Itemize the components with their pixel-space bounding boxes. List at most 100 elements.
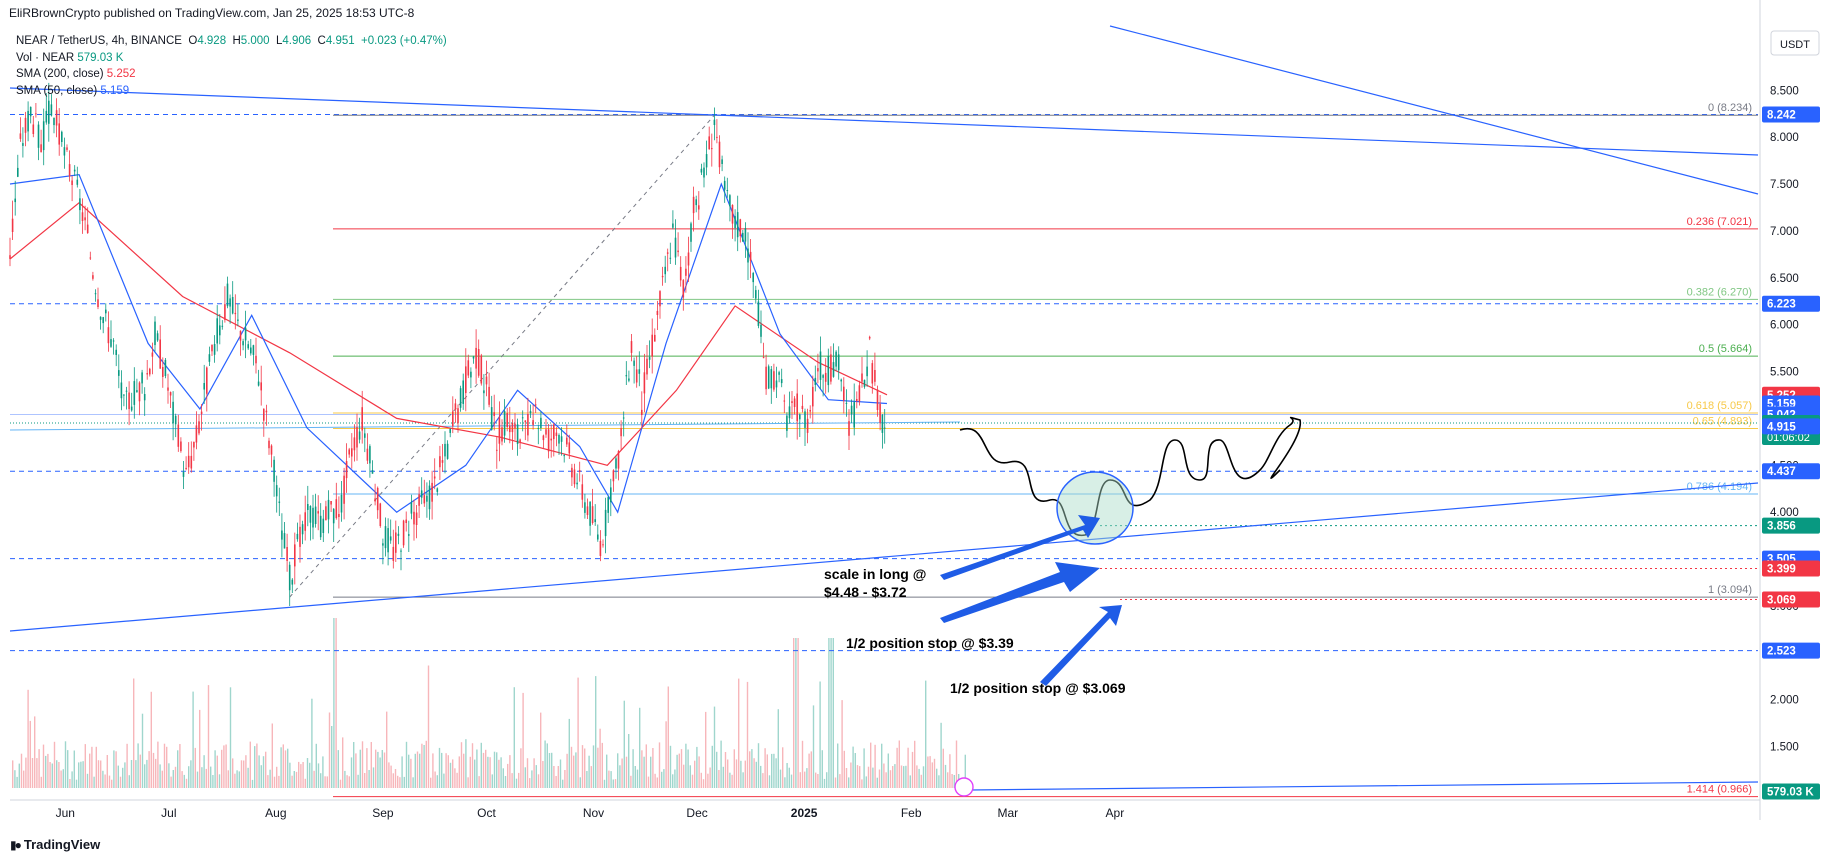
candle-body [532,420,534,425]
candle-body [695,199,697,206]
candle-body [703,167,705,178]
candle-body [791,401,793,403]
candle-body [408,534,410,536]
volume-bar [20,753,23,788]
candle-body [221,325,224,327]
candle-body [736,212,739,238]
price-badge-value: 3.399 [1767,564,1796,576]
volume-bar [199,709,201,788]
volume-bar [185,778,188,788]
time-tick: Jun [56,806,75,820]
volume-bar [713,706,716,788]
volume-bar [240,760,243,788]
candle-body [622,417,625,419]
volume-bar [377,751,379,788]
price-badge [1762,783,1820,800]
price-axis[interactable]: USDT 8.500 8.000 7.500 7.000 6.500 6.000 5.500 5… [1762,30,1820,800]
candle-body [861,373,863,382]
candle-body [358,431,361,440]
fib-diagonal [289,114,715,598]
candle-body [804,411,806,428]
candle-body [511,423,514,433]
volume-bar [551,752,553,788]
candle-body [58,123,60,145]
volume-bar [850,762,852,788]
volume-bar [430,777,432,788]
price-badge [1762,418,1820,435]
candle-body [840,379,842,382]
volume-bar [168,763,170,788]
volume-bar [489,757,491,788]
legend-sma200-row[interactable]: SMA (200, close) 5.252 [16,66,447,83]
tradingview-logo[interactable]: ▮● TradingView [10,837,100,852]
symbol-name[interactable]: NEAR / TetherUS, 4h, BINANCE [16,35,182,47]
candle-body [485,376,488,385]
volume-bar [672,774,674,788]
volume-bar [949,754,951,788]
candle-body [423,495,426,504]
candle-body [858,385,861,402]
volume-bar [735,759,738,788]
candle-body [167,387,169,391]
volume-bar [845,768,848,788]
volume-bar [289,762,291,788]
price-badge [1762,517,1820,534]
volume-bar [300,764,302,788]
candle-body [250,347,252,354]
candle-body [586,506,589,515]
candle-body [413,511,415,525]
volume-bar [18,763,20,788]
volume-bar [705,711,707,788]
volume-bar [388,762,390,788]
volume-bar [502,768,504,788]
candle-body [32,124,35,134]
legend-volume-row[interactable]: Vol · NEAR 579.03 K [16,50,447,67]
volume-bar [628,734,630,788]
volume-bar [155,758,157,788]
candle-body [594,519,596,522]
volume-bar [177,750,179,788]
candle-body [597,534,599,540]
candle-body [775,380,778,388]
volume-bar [427,665,430,788]
volume-bar [861,779,863,788]
volume-bar [394,769,397,788]
volume-bar [366,748,368,788]
volume-bar [16,776,18,788]
volume-bar [925,680,927,788]
volume-bar [806,768,808,788]
candle-body [824,372,827,382]
volume-bar [372,767,375,788]
time-axis[interactable]: Jun Jul Aug Sep Oct Nov Dec 2025 Feb Mar Apr [56,806,1125,820]
volume-bar [273,776,276,788]
legend-symbol-row[interactable]: NEAR / TetherUS, 4h, BINANCE O4.928 H5.0… [16,33,447,50]
candle-body [837,354,840,371]
candle-body [692,196,695,214]
open-value: 4.928 [197,35,227,47]
candle-body [470,371,472,378]
volume-bar [694,760,696,788]
volume-bar [29,720,31,788]
sma200-line [9,202,888,466]
price-badge [1762,463,1820,480]
volume-bar [196,771,199,788]
candle-body [633,360,635,366]
fib-level-label: 0.786 (4.194) [1687,481,1752,493]
legend-sma50-row[interactable]: SMA (50, close) 5.159 [16,83,447,100]
candle-body [382,543,384,546]
tradingview-logo-icon: ▮● [10,837,22,852]
candle-body [84,217,86,221]
volume-bar [625,756,628,788]
volume-bar [317,763,320,788]
candle-body [327,499,330,520]
price-tick: 8.000 [1770,132,1799,144]
volume-bar [883,763,885,788]
volume-bar [260,765,262,788]
volume-bar [408,754,410,788]
volume-bar [768,775,771,788]
candle-body [335,499,338,519]
volume-bar [548,753,551,788]
volume-bar [566,753,568,788]
candle-body [457,408,459,424]
